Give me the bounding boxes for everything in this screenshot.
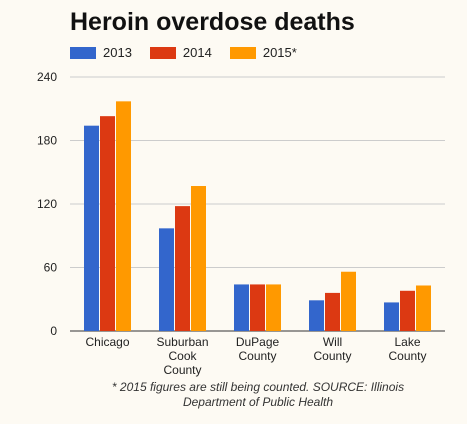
bar xyxy=(100,116,115,332)
legend-label-2013: 2013 xyxy=(103,45,132,60)
bar xyxy=(309,300,324,331)
bar xyxy=(250,284,265,331)
y-tick-label: 120 xyxy=(37,197,57,211)
bar xyxy=(175,206,190,331)
y-tick-label: 60 xyxy=(44,261,58,275)
x-tick-label: Suburban Cook County xyxy=(156,335,208,377)
y-tick-label: 0 xyxy=(50,324,57,338)
y-tick-label: 240 xyxy=(37,70,57,84)
legend-item-2015: 2015* xyxy=(229,45,297,60)
bar xyxy=(384,302,399,331)
legend-label-2014: 2014 xyxy=(182,45,212,60)
legend-swatch-2015 xyxy=(229,46,256,59)
bar xyxy=(266,284,281,331)
y-tick-label: 180 xyxy=(37,134,57,148)
bar xyxy=(116,101,131,331)
bar xyxy=(400,290,415,331)
legend: 2013 2014 2015* xyxy=(70,45,315,60)
legend-label-2015: 2015* xyxy=(262,45,297,60)
bar xyxy=(234,284,249,331)
x-tick-label: DuPage County xyxy=(236,335,280,363)
legend-swatch-2014 xyxy=(149,46,176,59)
bar xyxy=(84,125,99,331)
bar xyxy=(325,292,340,331)
bar xyxy=(191,186,206,331)
bar xyxy=(416,285,431,331)
x-tick-label: Will County xyxy=(313,335,351,363)
footnote: * 2015 figures are still being counted. … xyxy=(111,380,405,409)
bar xyxy=(341,271,356,331)
legend-item-2014: 2014 xyxy=(149,45,212,60)
legend-swatch-2013 xyxy=(70,46,96,59)
legend-item-2013: 2013 xyxy=(70,45,132,60)
bar xyxy=(159,228,174,331)
chart-title: Heroin overdose deaths xyxy=(70,8,355,36)
x-tick-label: Lake County xyxy=(388,335,426,363)
x-tick-label: Chicago xyxy=(85,335,129,349)
